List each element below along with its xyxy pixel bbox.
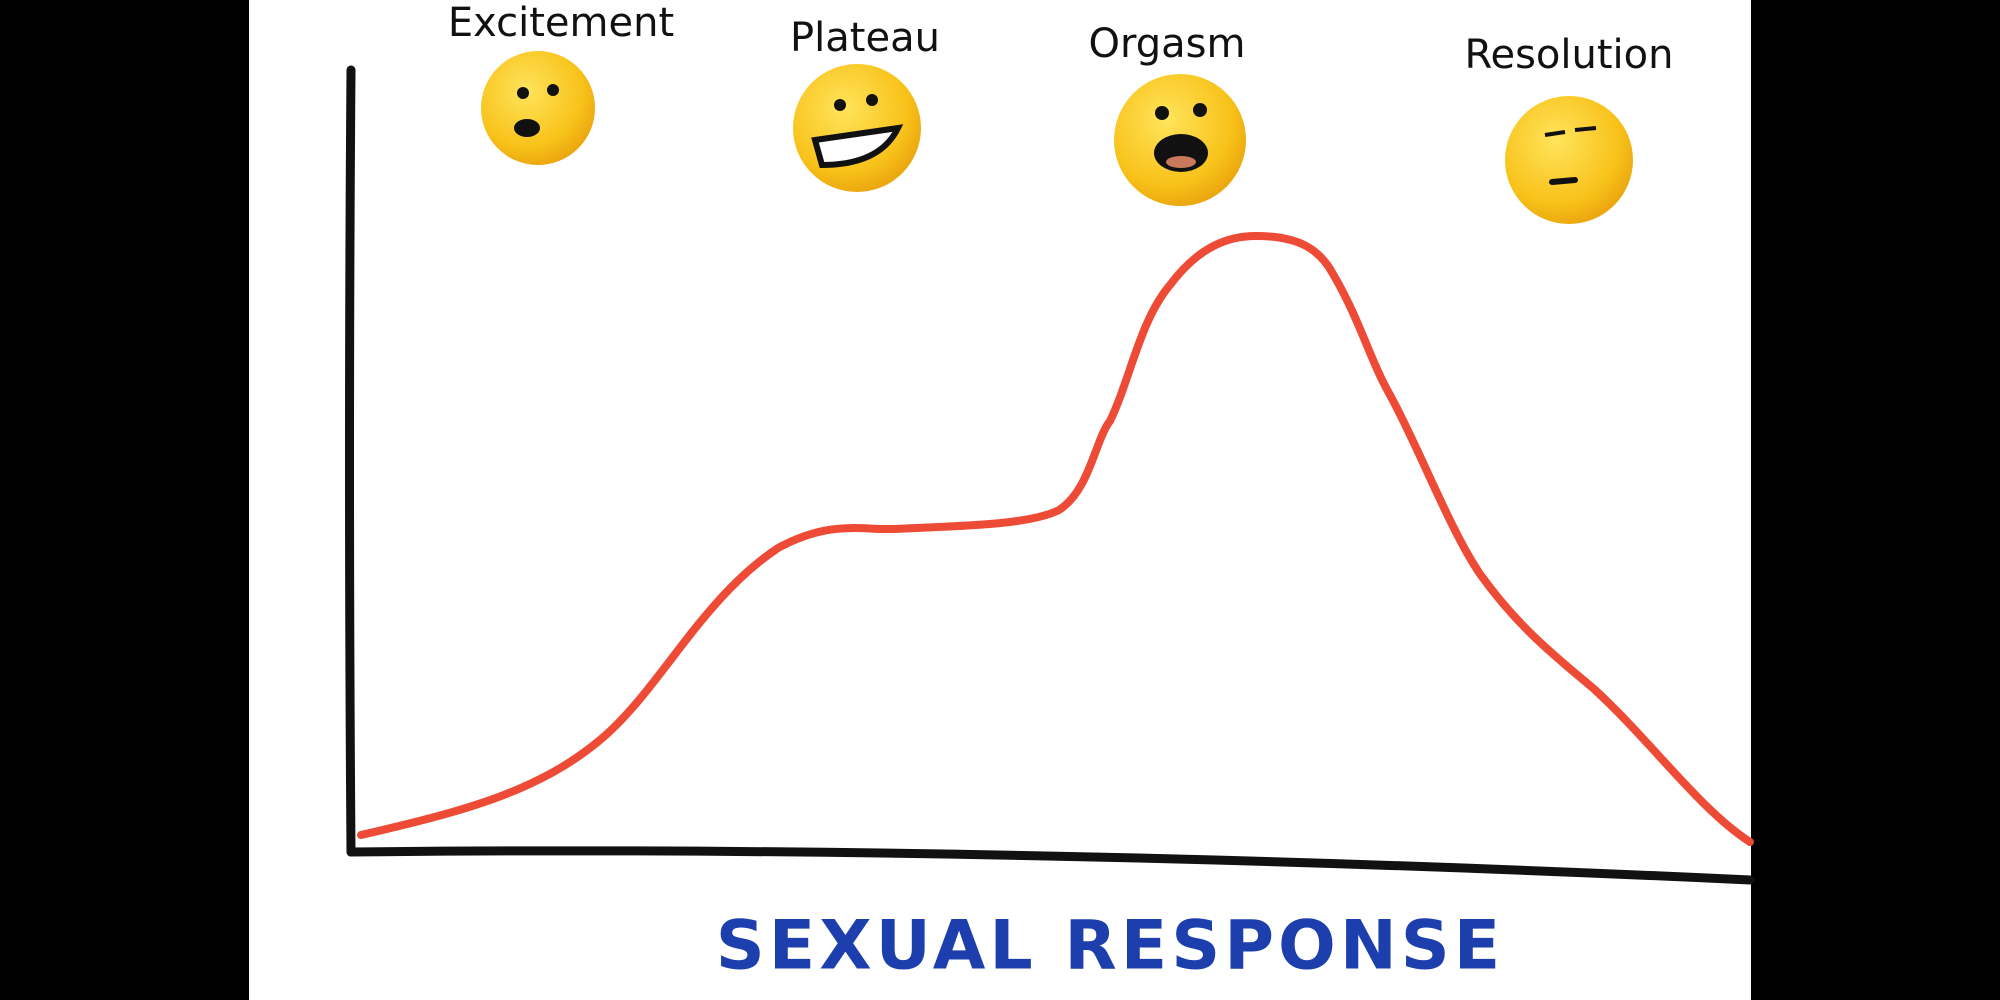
y-axis [345, 65, 356, 857]
stage-label: Orgasm [1089, 21, 1246, 67]
stage-label: Excitement [448, 0, 674, 46]
board [249, 0, 1751, 1000]
face-resolution [1505, 96, 1633, 224]
face-orgasm [1114, 74, 1246, 206]
response-curve [357, 231, 1754, 846]
x-axis [346, 846, 1755, 885]
face-plateau [793, 64, 921, 192]
stage-label: Resolution [1464, 32, 1673, 78]
face-excitement [481, 51, 595, 165]
axis-label: SEXUAL RESPONSE [716, 907, 1504, 986]
stage-label: Plateau [790, 15, 940, 61]
